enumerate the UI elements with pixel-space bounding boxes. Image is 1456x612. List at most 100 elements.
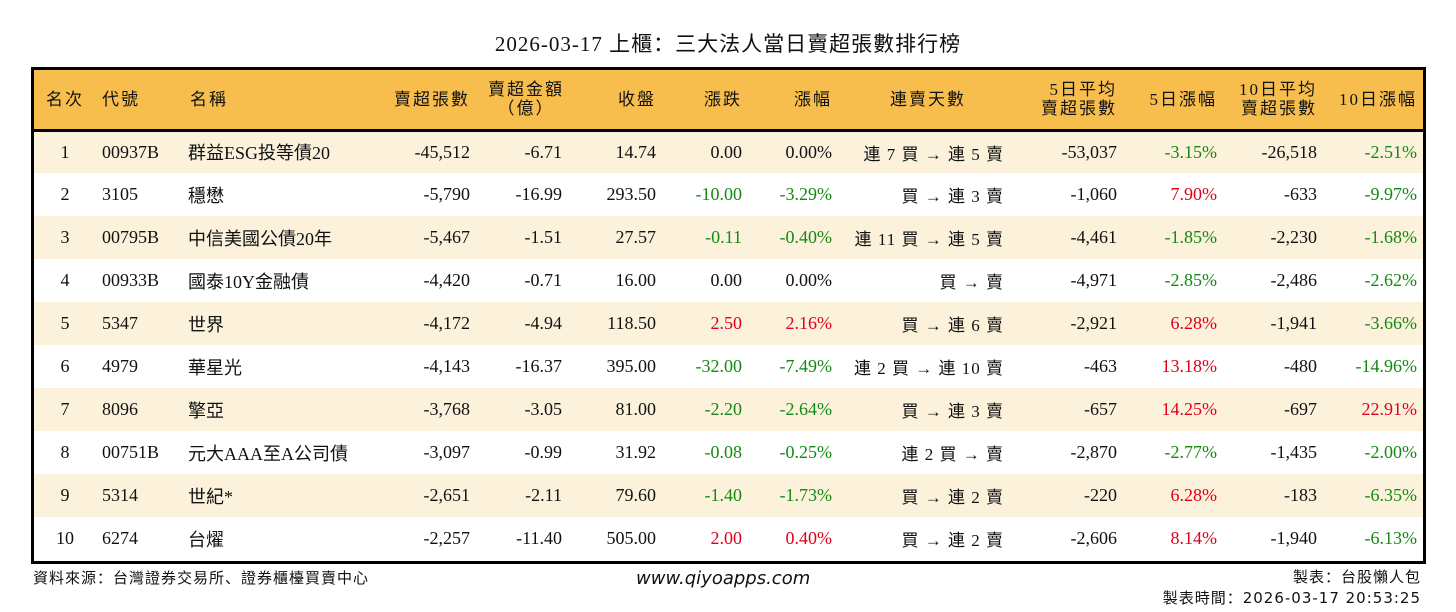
header-pct10: 10日漲幅 [1339,89,1417,109]
name-cell: 元大AAA至A公司債 [188,443,348,464]
streak-cell: 連 2 買 → 賣 [901,445,1004,464]
table-row: 6 4979 華星光 -4,143 -16.37 395.00 -32.00 -7.49% 連 … [34,345,1423,388]
name-cell: 擎亞 [188,400,224,421]
close-cell: 293.50 [606,184,657,204]
sell-lots-cell: -2,651 [423,485,471,505]
rank-cell: 2 [60,184,70,204]
pct5-cell: 6.28% [1170,313,1218,333]
rank-cell: 9 [60,485,70,505]
rank-cell: 6 [60,356,70,376]
name-cell: 中信美國公債20年 [188,228,332,249]
header-avg10: 10日平均 賣超張數 [1223,70,1323,130]
change-pct-cell: 0.00% [785,141,833,162]
change-pct-cell: -1.73% [779,485,833,505]
header-close: 收盤 [618,89,656,109]
sell-lots-cell: -4,143 [423,356,471,376]
name-cell: 國泰10Y金融債 [188,271,309,292]
table-row: 4 00933B 國泰10Y金融債 -4,420 -0.71 16.00 0.00 0.00%… [34,259,1423,302]
sell-amount-cell: -1.51 [524,227,563,247]
streak-cell: 買 → 賣 [939,273,1004,292]
streak-cell: 買 → 連 2 賣 [901,488,1004,507]
close-cell: 27.57 [615,227,657,247]
avg5-cell: -2,870 [1070,442,1118,462]
sell-amount-cell: -3.05 [524,399,563,419]
pct10-cell: -14.96% [1355,356,1418,376]
header-sell-amount-line2: （億） [497,99,555,119]
header-sell-lots: 賣超張數 [394,89,470,109]
change-cell: 2.50 [710,313,743,333]
rank-cell: 5 [60,313,70,333]
avg5-cell: -220 [1084,485,1117,505]
sell-lots-cell: -4,172 [423,313,471,333]
pct10-cell: -6.13% [1364,528,1418,548]
streak-cell: 連 11 買 → 連 5 賣 [854,230,1004,249]
table-row: 7 8096 擎亞 -3,768 -3.05 81.00 -2.20 -2.64% 買 → 連 … [34,388,1423,431]
change-cell: 2.00 [710,528,743,548]
page-title: 2026-03-17 上櫃：三大法人當日賣超張數排行榜 [494,32,962,56]
pct10-cell: 22.91% [1361,399,1418,419]
change-cell: -0.08 [704,442,743,462]
table-row: 10 6274 台燿 -2,257 -11.40 505.00 2.00 0.40% 買 → 連… [34,517,1423,560]
avg10-cell: -1,940 [1270,528,1318,548]
code-cell: 00751B [102,442,160,462]
pct5-cell: 14.25% [1161,399,1218,419]
close-cell: 79.60 [615,485,657,505]
avg10-cell: -480 [1284,356,1317,376]
pct5-cell: -2.77% [1164,442,1218,462]
avg10-cell: -2,486 [1270,270,1318,290]
pct5-cell: 6.28% [1170,485,1218,505]
change-cell: -1.40 [704,485,743,505]
header-avg5-line1: 5日平均 [1049,80,1117,100]
website-link[interactable]: www.qiyoapps.com [636,568,811,589]
header-avg10-line1: 10日平均 [1239,80,1317,100]
data-source-note: 資料來源：台灣證券交易所、證券櫃檯買賣中心 [33,569,370,587]
header-rank: 名次 [46,89,84,109]
change-pct-cell: -0.25% [779,442,833,462]
close-cell: 395.00 [606,356,657,376]
header-name: 名稱 [182,70,376,130]
streak-cell: 買 → 連 3 賣 [901,187,1004,206]
close-cell: 14.74 [615,141,657,162]
streak-cell: 連 7 買 → 連 5 賣 [863,144,1004,164]
rank-cell: 4 [60,270,70,290]
sell-lots-cell: -2,257 [423,528,471,548]
change-pct-cell: -2.64% [779,399,833,419]
pct10-cell: -6.35% [1364,485,1418,505]
avg10-cell: -697 [1284,399,1317,419]
table-row: 1 00937B 群益ESG投等債20 -45,512 -6.71 14.74 0.00 0.… [34,130,1423,173]
header-streak: 連賣天數 [890,89,966,109]
pct10-cell: -2.00% [1364,442,1418,462]
pct5-cell: -3.15% [1164,141,1218,162]
change-pct-cell: 0.00% [785,270,833,290]
sell-lots-cell: -5,790 [423,184,471,204]
pct5-cell: 8.14% [1170,528,1218,548]
rank-cell: 3 [60,227,70,247]
change-pct-cell: 2.16% [785,313,833,333]
code-cell: 00795B [102,227,160,247]
ranking-table-frame: 名次 代號 名稱 賣超張數 賣超金額 （億） 收盤 漲跌 漲幅 連賣天數 5日平… [31,67,1426,564]
sell-amount-cell: -16.99 [515,184,563,204]
code-cell: 3105 [102,184,138,204]
pct10-cell: -9.97% [1364,184,1418,204]
change-pct-cell: -3.29% [779,184,833,204]
change-pct-cell: -0.40% [779,227,833,247]
sell-amount-cell: -6.71 [524,141,563,162]
change-cell: -32.00 [695,356,743,376]
change-cell: 0.00 [710,141,743,162]
name-cell: 台燿 [188,529,224,550]
close-cell: 505.00 [606,528,657,548]
avg10-cell: -26,518 [1261,141,1318,162]
pct5-cell: 7.90% [1170,184,1218,204]
pct10-cell: -1.68% [1364,227,1418,247]
header-change: 漲跌 [704,89,742,109]
code-cell: 5347 [102,313,138,333]
sell-amount-cell: -16.37 [515,356,563,376]
avg10-cell: -633 [1284,184,1317,204]
avg10-cell: -2,230 [1270,227,1318,247]
avg5-cell: -4,971 [1070,270,1118,290]
table-row: 2 3105 穩懋 -5,790 -16.99 293.50 -10.00 -3.29% 買 →… [34,173,1423,216]
name-cell: 華星光 [188,357,242,378]
avg5-cell: -463 [1084,356,1117,376]
header-avg5: 5日平均 賣超張數 [1018,70,1123,130]
sell-amount-cell: -0.71 [524,270,563,290]
